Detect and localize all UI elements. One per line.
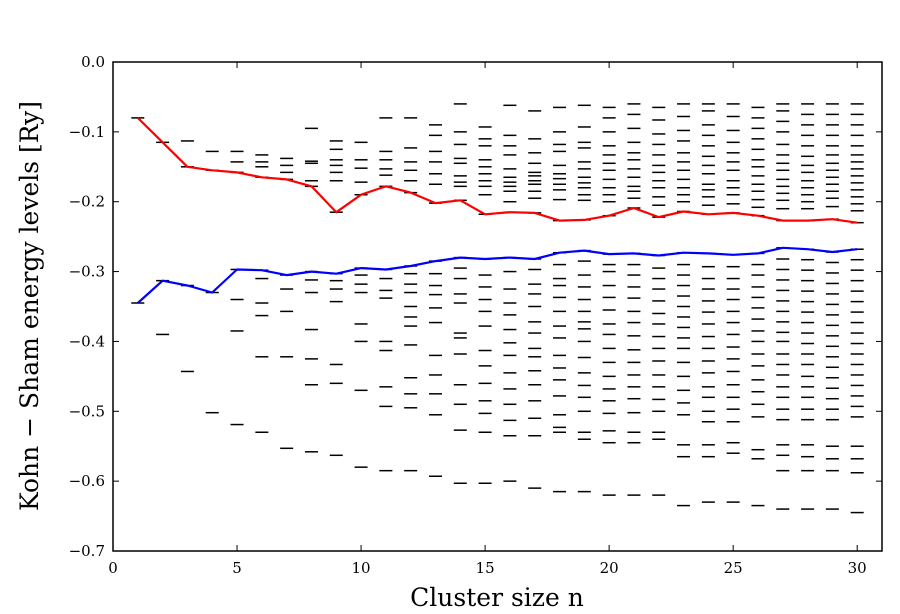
y-tick-label: −0.1: [69, 123, 105, 141]
series-line-lower: [137, 246, 858, 304]
y-tick-label: 0.0: [81, 53, 105, 71]
y-axis-label: Kohn − Sham energy levels [Ry]: [15, 101, 44, 511]
series-lines: [137, 117, 858, 304]
y-tick-label: −0.2: [69, 193, 105, 211]
series-line-upper: [137, 117, 858, 224]
x-tick-label: 5: [232, 559, 242, 577]
x-tick-label: 10: [352, 559, 371, 577]
x-axis-label: Cluster size n: [410, 583, 584, 612]
energy-level-markers: [131, 103, 864, 514]
x-tick-label: 30: [848, 559, 867, 577]
x-tick-label: 20: [600, 559, 619, 577]
y-tick-label: −0.3: [69, 263, 105, 281]
plot-frame: [112, 61, 883, 552]
y-tick-label: −0.6: [69, 472, 105, 490]
x-tick-label: 0: [108, 559, 118, 577]
y-tick-label: −0.5: [69, 402, 105, 420]
x-tick-label: 15: [476, 559, 495, 577]
y-tick-label: −0.4: [69, 332, 105, 350]
y-tick-label: −0.7: [69, 542, 105, 560]
axes: 0 5 10 15 20 25 30 −0.7 −0.6 −0.5 −0.4 −0.3 −0.2 −0.1…: [69, 53, 883, 577]
x-tick-label: 25: [724, 559, 743, 577]
